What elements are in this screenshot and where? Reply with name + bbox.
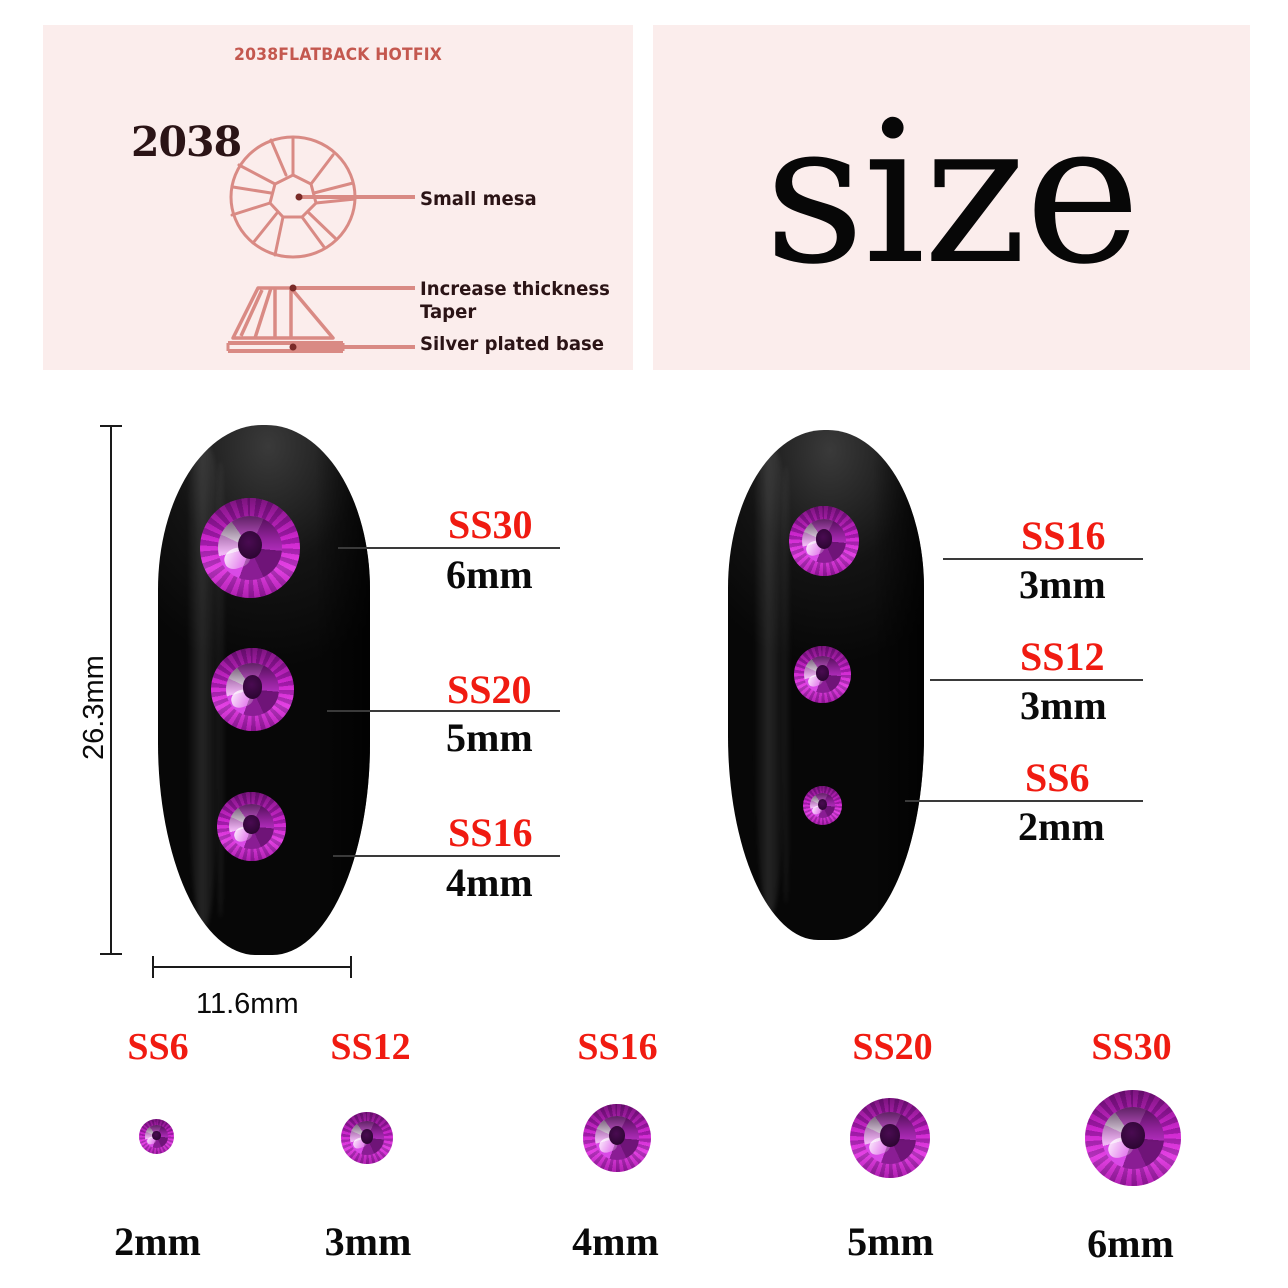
width-dimension-cap-right: [350, 956, 352, 978]
left-nail-stone-ss30: [200, 498, 300, 598]
legend-ss-label: SS30: [1091, 1026, 1172, 1068]
legend-ss-label: SS6: [127, 1026, 189, 1068]
right-nail-stone-ss16: [789, 506, 859, 576]
height-dimension-line: [110, 425, 112, 955]
legend-stone-ss6: [139, 1119, 174, 1154]
legend-stone-ss20: [850, 1098, 930, 1178]
legend-stone-ss30: [1085, 1090, 1181, 1186]
flatback-diagram-panel: 2038FLATBACK HOTFIX 2038: [43, 25, 633, 370]
height-dimension-label: 26.3mm: [78, 655, 110, 760]
width-dimension-cap-left: [152, 956, 154, 978]
annotation-silver-plated-base: Silver plated base: [420, 333, 605, 355]
legend-mm-label: 4mm: [572, 1219, 659, 1264]
height-dimension-cap-bottom: [100, 953, 122, 955]
diagram-title: 2038FLATBACK HOTFIX: [234, 45, 442, 65]
nail-gloss-highlight: [755, 445, 785, 915]
legend-stone-ss16: [583, 1104, 651, 1172]
width-dimension-line: [152, 966, 352, 968]
size-heading-panel: size: [653, 25, 1250, 370]
callout-ss-label: SS16: [448, 810, 533, 855]
callout-mm-label: 4mm: [446, 860, 533, 905]
legend-ss-label: SS20: [852, 1026, 933, 1068]
callout-ss-label: SS20: [447, 667, 532, 712]
callout-mm-label: 5mm: [446, 715, 533, 760]
size-heading-text: size: [764, 79, 1141, 308]
flatback-schematic: [226, 135, 415, 353]
height-dimension-cap-top: [100, 425, 122, 427]
side-view-outline: [231, 286, 335, 340]
callout-ss-label: SS12: [1020, 634, 1105, 679]
width-dimension-label: 11.6mm: [196, 988, 299, 1020]
annotation-small-mesa: Small mesa: [420, 188, 537, 210]
left-nail-stone-ss16: [217, 792, 286, 861]
thickness-taper-leader: [289, 284, 415, 292]
callout-ss-label: SS16: [1021, 513, 1106, 558]
right-nail-stone-ss6: [803, 786, 842, 825]
legend-mm-label: 5mm: [847, 1219, 934, 1264]
callout-mm-label: 2mm: [1018, 804, 1105, 849]
legend-ss-label: SS16: [577, 1026, 658, 1068]
silver-base-leader: [289, 343, 415, 351]
callout-mm-label: 6mm: [446, 552, 533, 597]
callout-ss-label: SS6: [1025, 755, 1090, 800]
legend-stone-ss12: [341, 1112, 393, 1164]
small-mesa-leader: [295, 193, 415, 201]
product-code-label: 2038: [131, 118, 242, 166]
annotation-increase-thickness: Increase thickness: [420, 278, 610, 300]
legend-ss-label: SS12: [330, 1026, 411, 1068]
left-nail-stone-ss20: [211, 648, 294, 731]
callout-ss-label: SS30: [448, 502, 533, 547]
legend-mm-label: 2mm: [114, 1219, 201, 1264]
right-nail-stone-ss12: [794, 646, 851, 703]
small-mesa-polygon: [268, 173, 318, 219]
callout-mm-label: 3mm: [1020, 683, 1107, 728]
legend-mm-label: 3mm: [324, 1219, 412, 1264]
legend-mm-label: 6mm: [1087, 1221, 1174, 1266]
annotation-taper: Taper: [420, 301, 477, 323]
